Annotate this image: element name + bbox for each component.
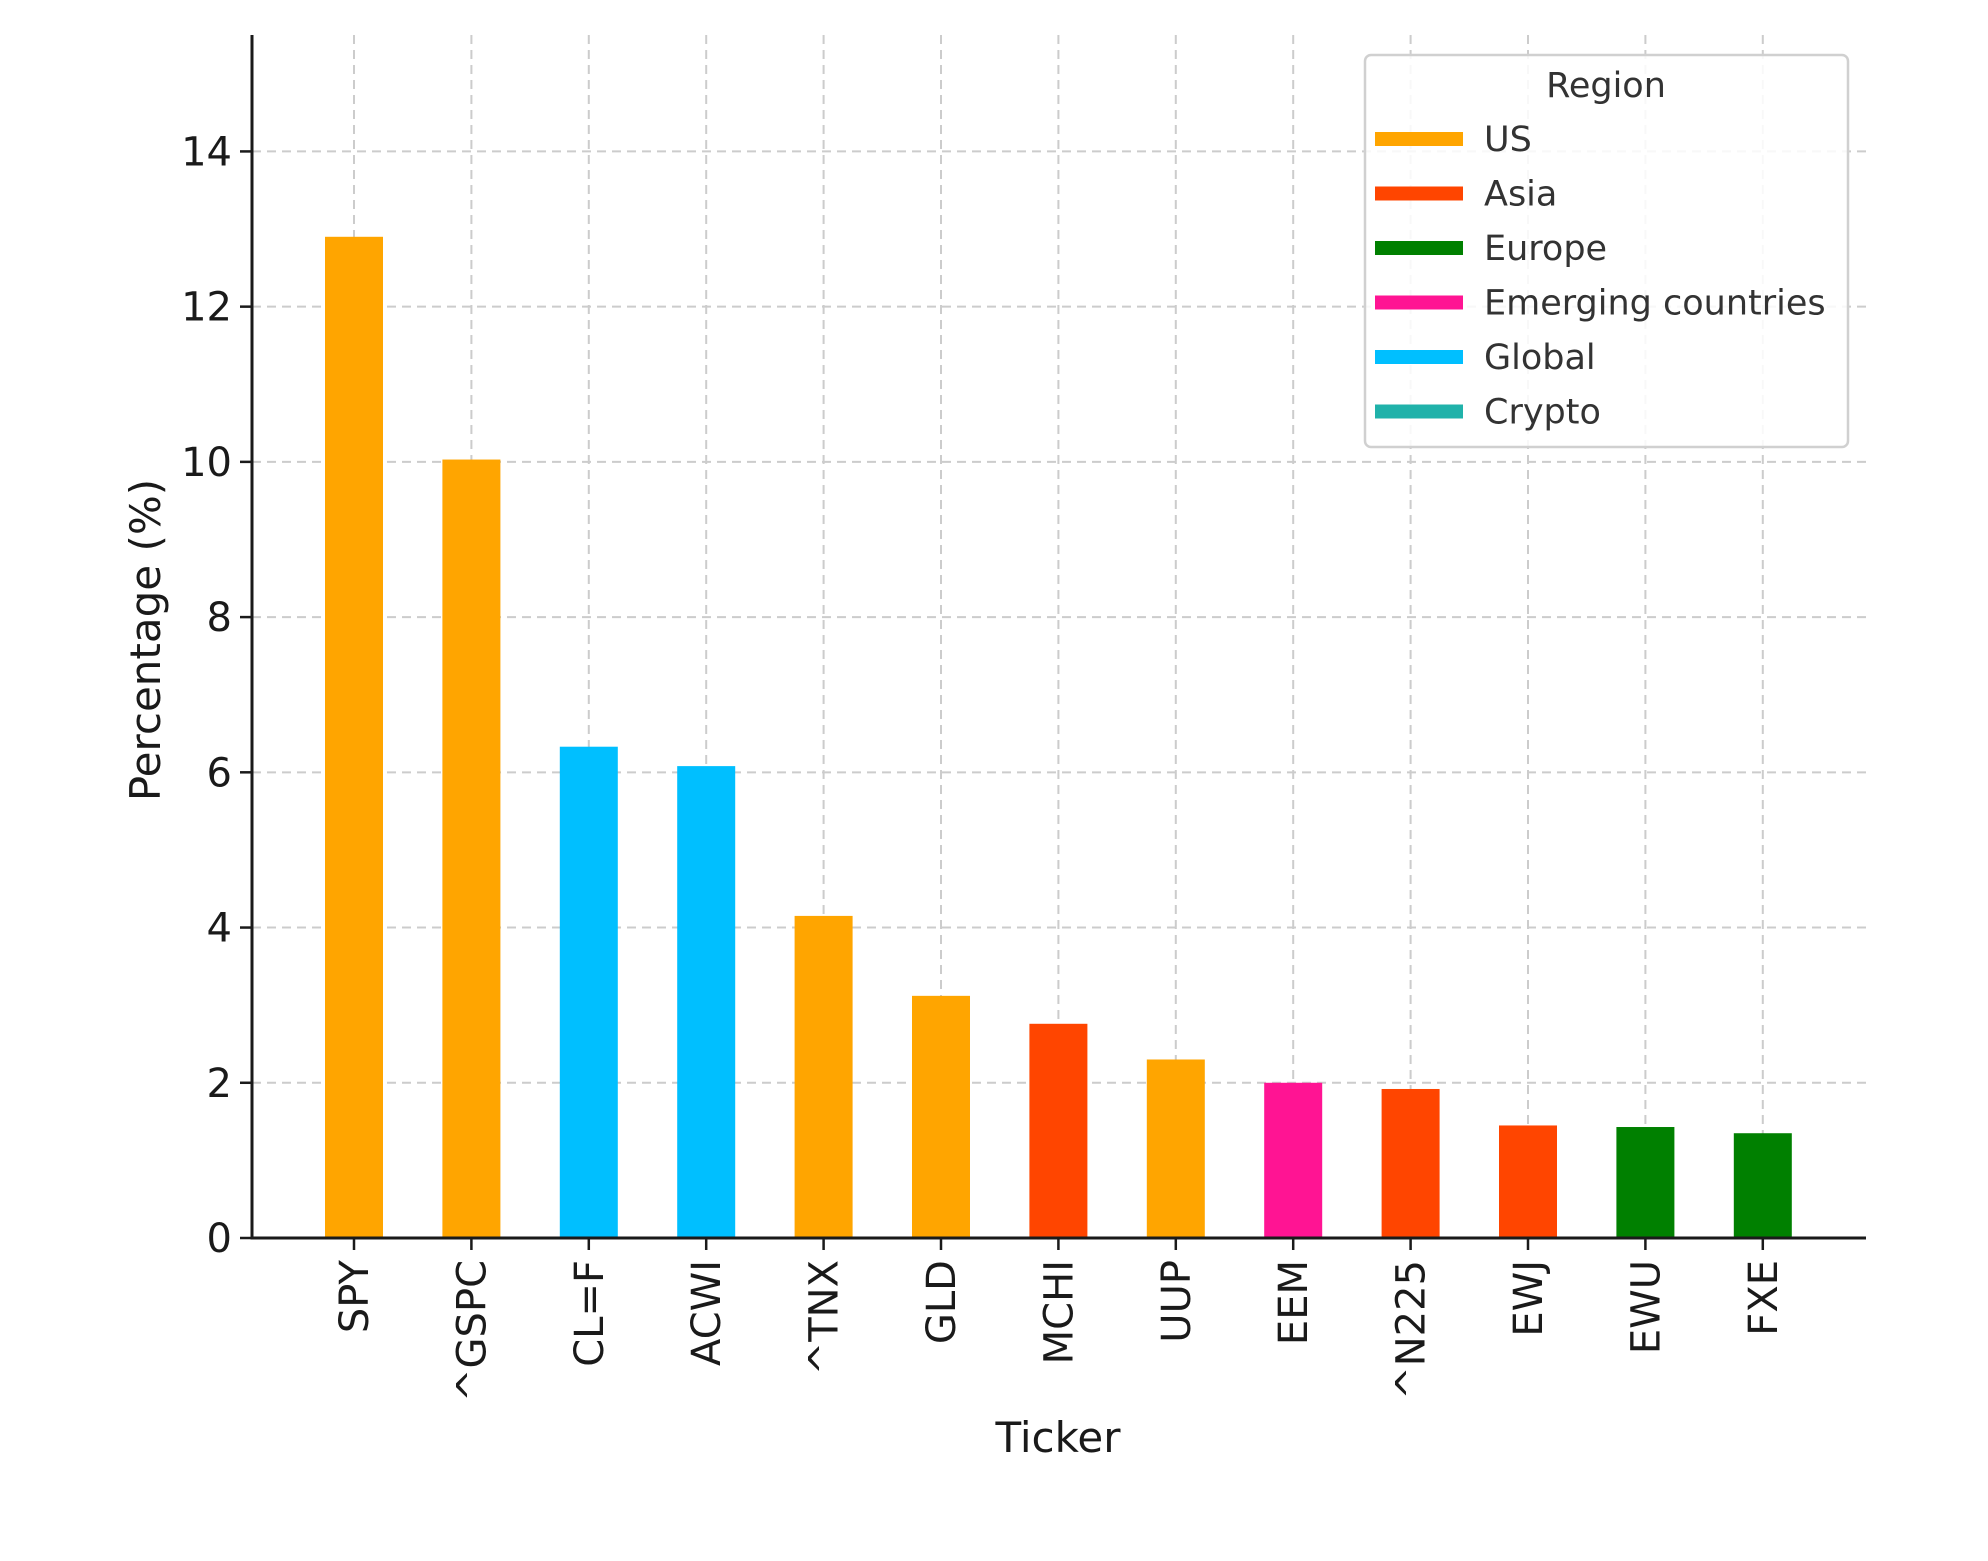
bar-FXE: [1733, 1133, 1792, 1238]
legend-label: US: [1484, 120, 1532, 160]
bar-CL=F: [559, 746, 618, 1238]
legend-swatch: [1375, 350, 1463, 364]
y-tick-label: 6: [207, 750, 232, 796]
x-tick-label: GLD: [919, 1260, 965, 1344]
bar-EWU: [1616, 1127, 1675, 1238]
bar-EEM: [1264, 1082, 1323, 1238]
legend-swatch: [1375, 132, 1463, 146]
x-tick-label: ^GSPC: [449, 1260, 495, 1402]
x-axis-title: Ticker: [994, 1413, 1121, 1462]
bar-ACWI: [677, 766, 736, 1238]
y-axis-title: Percentage (%): [121, 479, 170, 801]
x-tick-label: UUP: [1154, 1260, 1200, 1343]
legend-label: Crypto: [1484, 393, 1601, 433]
x-tick-label: ACWI: [684, 1260, 730, 1366]
x-tick-label: EWJ: [1506, 1260, 1552, 1337]
legend-swatch: [1375, 295, 1463, 310]
legend-frame: [1363, 53, 1850, 449]
bar-UUP: [1146, 1059, 1205, 1238]
x-tick-label: EWU: [1623, 1260, 1669, 1354]
x-tick-label: CL=F: [567, 1260, 613, 1367]
bar-^N225: [1381, 1088, 1440, 1238]
bar-^GSPC: [442, 459, 501, 1238]
y-tick-label: 4: [207, 906, 232, 952]
bar-SPY: [325, 236, 383, 1238]
y-tick-labels: 0 2 4 6 8 10 12 14: [181, 129, 252, 1262]
legend-label: Emerging countries: [1484, 284, 1826, 324]
y-tick-label: 2: [207, 1061, 232, 1107]
bar-EWJ: [1499, 1125, 1557, 1238]
legend-swatch: [1375, 404, 1463, 419]
bar-GLD: [912, 995, 970, 1238]
x-tick-label: ^N225: [1389, 1260, 1435, 1400]
legend-swatch: [1375, 186, 1463, 201]
x-tick-labels: SPY ^GSPC CL=F ACWI ^TNX GLD MCHI UUP EEM ^N225 EW…: [332, 1238, 1787, 1402]
bar-MCHI: [1029, 1023, 1088, 1238]
x-tick-label: SPY: [332, 1259, 378, 1333]
x-tick-label: FXE: [1741, 1260, 1787, 1336]
legend-entries: US Asia Europe Emerging countries Global Cryp…: [1375, 120, 1826, 433]
bar-^TNX: [794, 915, 853, 1238]
legend-title: Region: [1546, 66, 1666, 106]
bars: [325, 236, 1792, 1238]
legend-label: Europe: [1484, 229, 1607, 269]
legend-swatch: [1375, 241, 1463, 255]
legend-label: Asia: [1484, 175, 1557, 215]
y-tick-label: 8: [207, 595, 232, 641]
x-tick-label: MCHI: [1036, 1260, 1082, 1364]
x-tick-label: EEM: [1271, 1260, 1317, 1345]
y-tick-label: 10: [181, 440, 232, 486]
y-tick-label: 0: [207, 1216, 232, 1262]
legend-label: Global: [1484, 338, 1596, 378]
y-tick-label: 12: [181, 285, 232, 331]
x-tick-label: ^TNX: [802, 1260, 848, 1375]
y-tick-label: 14: [181, 129, 232, 175]
legend: Region US Asia Europe Emerging countries Glo…: [1363, 53, 1850, 449]
